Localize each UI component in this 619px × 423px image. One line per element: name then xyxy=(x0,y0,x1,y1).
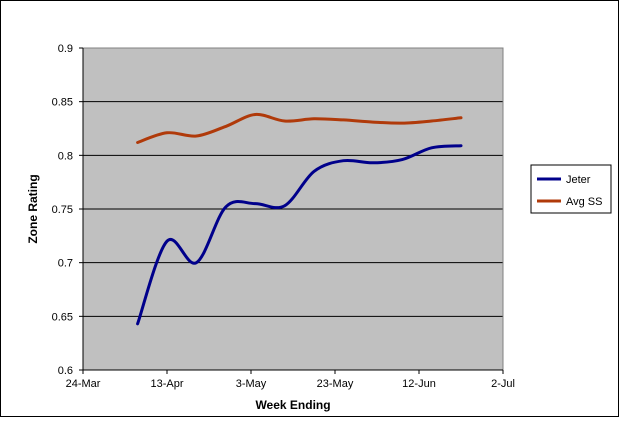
data-point xyxy=(136,322,139,325)
data-point xyxy=(342,159,345,162)
data-point xyxy=(136,141,139,144)
y-tick-label: 0.6 xyxy=(58,365,73,377)
data-point xyxy=(254,202,257,205)
y-axis-ticks: 0.6 0.65 0.7 0.75 0.8 0.85 0.9 xyxy=(52,43,83,377)
legend: Jeter Avg SS xyxy=(530,164,612,214)
y-tick-label: 0.7 xyxy=(58,258,73,270)
data-point xyxy=(401,122,404,125)
data-point xyxy=(166,240,168,243)
gridlines xyxy=(83,101,503,317)
data-point xyxy=(195,135,198,138)
x-axis-ticks: 24-Mar 13-Apr 3-May 23-May 12-Jun 2-Jul xyxy=(66,370,515,390)
y-tick-label: 0.75 xyxy=(52,204,73,216)
data-point xyxy=(371,161,374,164)
data-point xyxy=(460,116,462,119)
x-tick-label: 3-May xyxy=(236,378,267,390)
data-point xyxy=(283,119,286,122)
x-axis-title: Week Ending xyxy=(255,398,330,412)
x-tick-label: 13-Apr xyxy=(150,378,183,390)
y-tick-label: 0.65 xyxy=(52,311,73,323)
data-point xyxy=(460,144,462,147)
data-point xyxy=(313,170,315,173)
x-tick-label: 12-Jun xyxy=(402,378,436,390)
data-point xyxy=(254,113,257,116)
data-point xyxy=(224,125,227,128)
y-tick-label: 0.8 xyxy=(58,150,73,162)
data-point xyxy=(371,121,374,124)
data-point xyxy=(195,261,198,264)
y-tick-label: 0.85 xyxy=(52,97,73,109)
series-line-1 xyxy=(136,112,463,144)
y-tick-label: 0.9 xyxy=(58,43,73,55)
data-point xyxy=(283,204,286,207)
x-tick-label: 2-Jul xyxy=(491,378,515,390)
data-point xyxy=(401,158,404,161)
data-point xyxy=(313,117,315,120)
legend-box xyxy=(530,164,612,214)
legend-label: Jeter xyxy=(566,174,591,186)
legend-label: Avg SS xyxy=(566,196,603,208)
data-point xyxy=(430,119,433,122)
data-point xyxy=(342,118,345,121)
y-axis-title: Zone Rating xyxy=(26,174,40,243)
x-tick-label: 24-Mar xyxy=(66,378,101,390)
data-point xyxy=(430,146,433,149)
data-point xyxy=(166,131,168,134)
data-point xyxy=(224,205,227,208)
x-tick-label: 23-May xyxy=(317,378,354,390)
series-lines xyxy=(136,112,463,326)
